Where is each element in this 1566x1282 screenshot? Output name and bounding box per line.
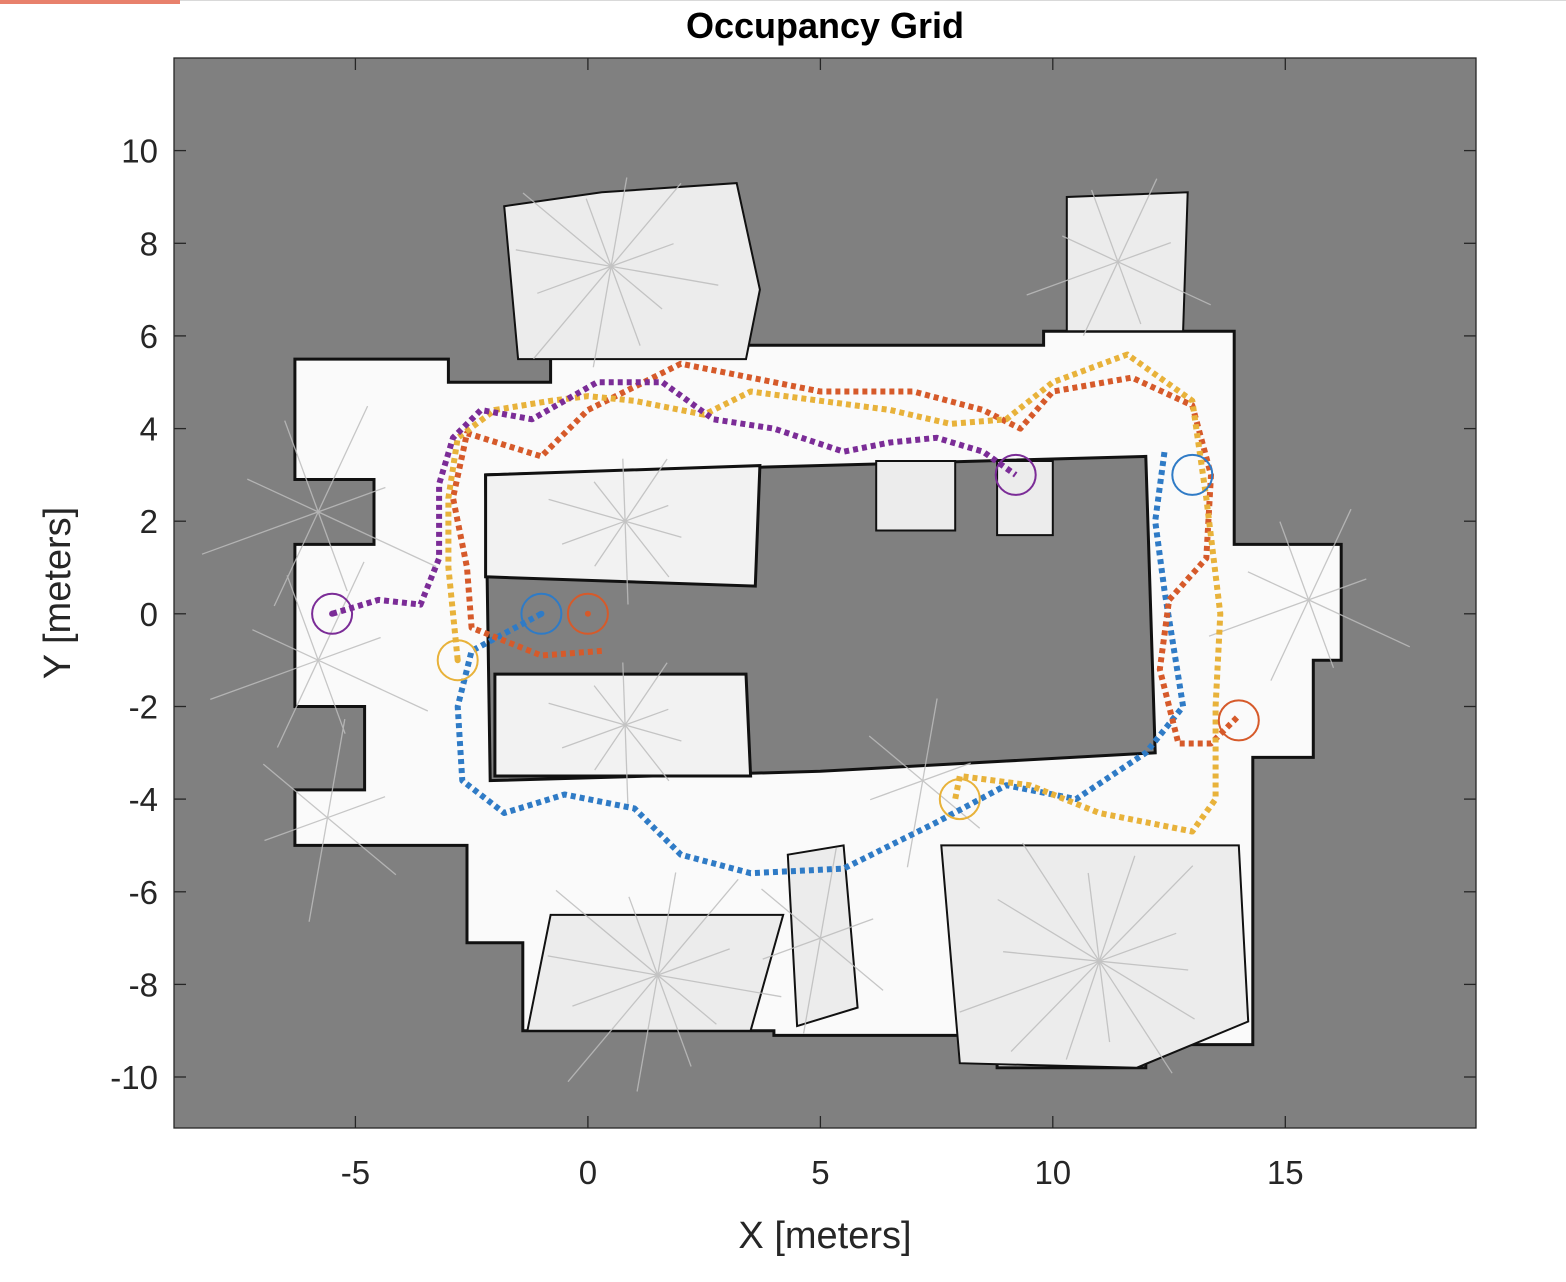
y-tick-label: 0 — [140, 596, 158, 633]
chart-title: Occupancy Grid — [686, 5, 964, 46]
y-tick-label: -2 — [129, 689, 158, 726]
goal-marker-yellow — [938, 778, 981, 821]
start-point-yellow — [454, 657, 461, 664]
room-1 — [493, 672, 753, 778]
x-axis-label: X [meters] — [738, 1215, 911, 1257]
plot-frame — [173, 57, 1477, 1129]
goal-marker-orange — [1217, 699, 1260, 742]
y-tick-label: 6 — [140, 318, 158, 355]
y-tick-label: -6 — [129, 874, 158, 911]
start-point-purple — [329, 610, 336, 617]
y-tick-label: 4 — [140, 411, 158, 448]
x-tick-label: 15 — [1267, 1154, 1304, 1191]
y-axis-label: Y [meters] — [37, 507, 79, 679]
y-tick-label: -8 — [129, 966, 158, 1003]
y-tick-label: 2 — [140, 503, 158, 540]
start-marker-blue — [520, 592, 563, 635]
x-tick-label: 10 — [1034, 1154, 1071, 1191]
free-space-lobe-3 — [940, 844, 1250, 1069]
free-space-lobe-6 — [996, 460, 1054, 537]
y-tick-label: -4 — [129, 781, 158, 818]
trajectory-orange — [450, 360, 1241, 747]
goal-marker-purple — [994, 453, 1037, 496]
trajectory-layer — [311, 351, 1260, 877]
y-tick-label: 10 — [121, 133, 158, 170]
x-tick-label: 0 — [579, 1154, 597, 1191]
trajectory-yellow — [445, 351, 1224, 835]
free-space-lobe-5 — [875, 460, 957, 532]
trajectory-blue — [454, 451, 1187, 877]
axis-ticks: -5 0 5 10 15 10 8 6 4 2 0 -2 -4 -6 -8 -10 — [110, 58, 1476, 1191]
goal-marker-blue — [1171, 453, 1214, 496]
start-marker-purple — [311, 592, 354, 635]
start-point-orange — [584, 610, 591, 617]
y-tick-label: 8 — [140, 225, 158, 262]
sensor-rays — [201, 177, 1411, 1092]
free-space-lobe-1 — [1065, 191, 1189, 333]
occupancy-map — [201, 177, 1411, 1092]
start-point-blue — [538, 610, 545, 617]
start-marker-yellow — [436, 639, 479, 682]
x-tick-label: 5 — [811, 1154, 829, 1191]
x-tick-label: -5 — [341, 1154, 370, 1191]
top-accent-bar — [0, 0, 180, 4]
room-0 — [484, 464, 762, 588]
start-marker-orange — [566, 592, 609, 635]
free-space-lobe-0 — [503, 182, 761, 361]
y-tick-label: -10 — [110, 1059, 158, 1096]
top-divider — [180, 0, 1566, 1]
free-space-lobe-2 — [786, 844, 859, 1028]
